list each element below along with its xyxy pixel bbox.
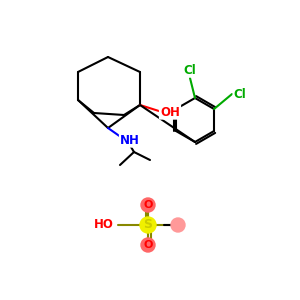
Circle shape: [140, 217, 156, 233]
Text: O: O: [143, 240, 153, 250]
Text: Cl: Cl: [234, 88, 246, 100]
Text: O: O: [143, 200, 153, 210]
Circle shape: [141, 238, 155, 252]
Text: Cl: Cl: [184, 64, 196, 76]
Circle shape: [141, 198, 155, 212]
Text: HO: HO: [94, 218, 114, 232]
Text: S: S: [143, 218, 152, 232]
Circle shape: [171, 218, 185, 232]
Text: NH: NH: [120, 134, 140, 146]
Text: OH: OH: [160, 106, 180, 118]
